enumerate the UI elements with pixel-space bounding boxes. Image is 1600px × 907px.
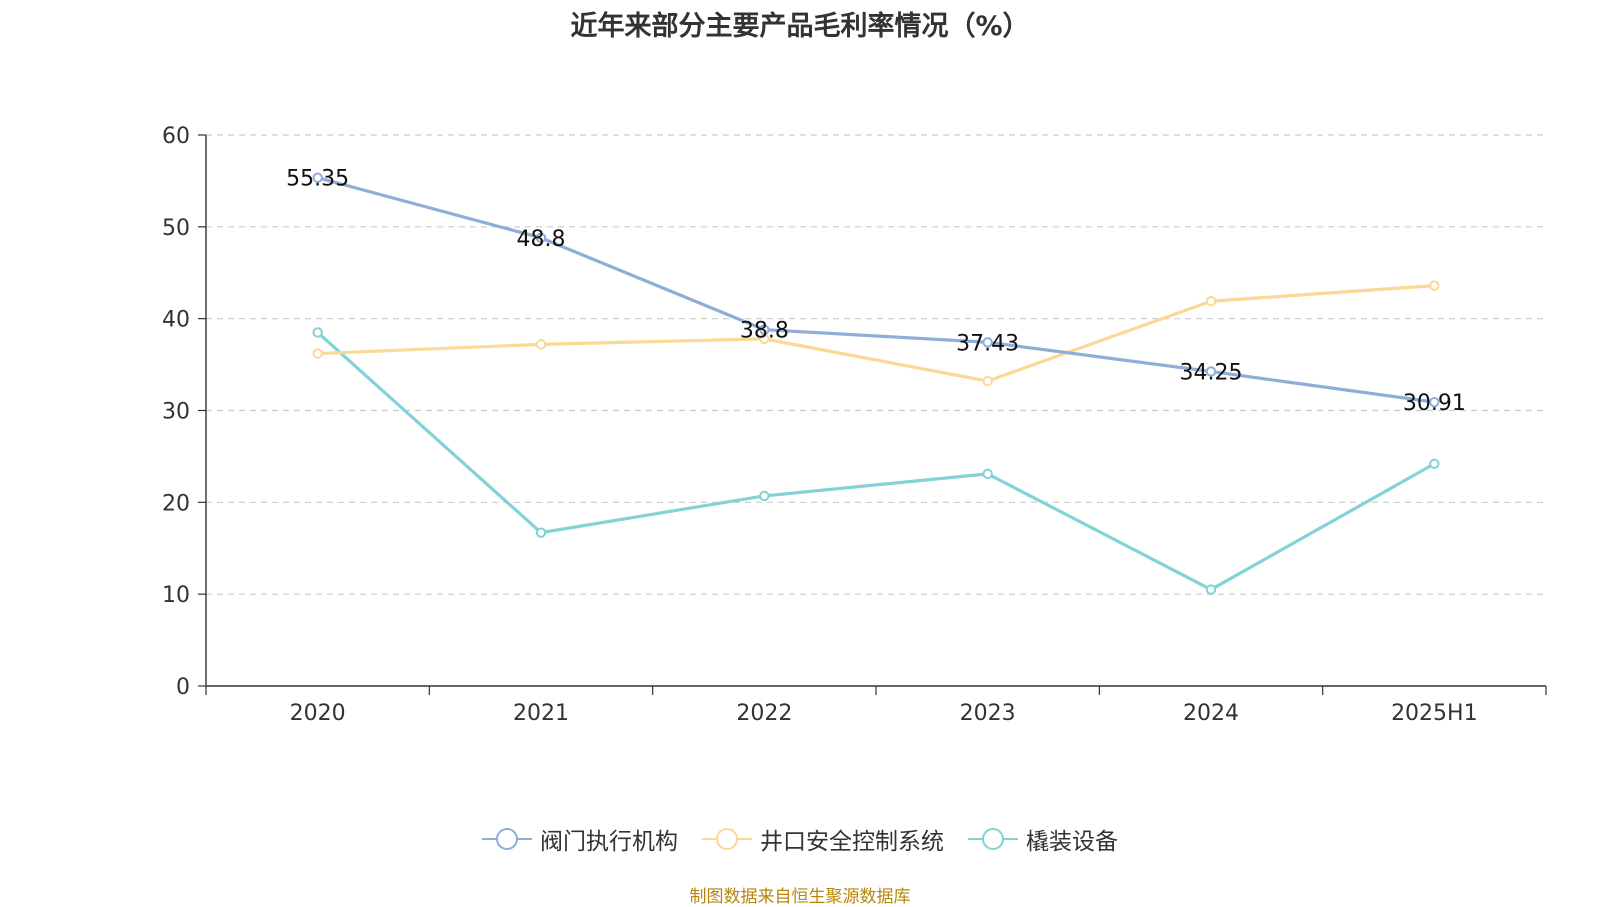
y-tick-label: 50 [162,216,190,241]
y-tick-label: 40 [162,308,190,333]
legend-label: 橇装设备 [1026,829,1118,855]
data-point [759,324,770,335]
series-line [317,284,1435,383]
series-line [317,176,1435,404]
data-point [312,327,323,338]
data-point [1429,458,1440,469]
legend-item-skid-equipment[interactable]: 橇装设备 [968,822,1118,856]
x-tick-label: 2022 [736,701,792,726]
x-tick-label: 2020 [290,701,346,726]
data-label: 48.8 [517,227,566,252]
legend-item-valve-actuator[interactable]: 阀门执行机构 [482,822,678,856]
data-label: 55.35 [286,167,349,192]
x-tick-label: 2021 [513,701,569,726]
legend-label: 井口安全控制系统 [760,829,944,855]
legend-label: 阀门执行机构 [540,829,678,855]
source-note: 制图数据来自恒生聚源数据库 [689,887,911,907]
data-point [535,339,547,350]
series-line [316,331,1436,592]
data-point [982,468,993,480]
series-lines [312,172,1440,595]
data-point [1429,396,1440,408]
data-label: 34.25 [1180,360,1243,385]
data-label: 30.91 [1403,391,1466,416]
x-tick-label: 2024 [1183,701,1239,726]
y-tick-label: 20 [162,491,190,516]
data-point [1205,366,1217,377]
legend: 阀门执行机构 井口安全控制系统 橇装设备 [0,822,1600,856]
data-label: 38.8 [740,319,789,344]
legend-line-circle-icon [702,828,752,850]
data-point [535,527,547,538]
legend-item-wellhead-safety[interactable]: 井口安全控制系统 [702,822,944,856]
y-tick-label: 60 [162,124,190,149]
legend-line-circle-icon [968,828,1018,850]
y-tick-label: 0 [176,675,190,700]
data-point [1429,280,1440,291]
gridlines [206,134,1546,595]
axes: 0 10 20 30 40 50 60 2020 2021 2022 2023 2024 2025H1 [162,124,1547,726]
data-point [312,172,323,183]
data-point [759,490,770,502]
chart-title: 近年来部分主要产品毛利率情况（%） [570,11,1030,42]
data-point [312,348,323,359]
y-tick-label: 30 [162,400,190,425]
data-labels: 55.35 48.8 38.8 37.43 34.25 30.91 [286,167,1466,416]
y-tick-label: 10 [162,583,190,608]
x-tick-label: 2023 [960,701,1016,726]
legend-line-circle-icon [482,828,532,850]
x-tick-label: 2025H1 [1391,701,1478,726]
data-label: 37.43 [956,331,1019,356]
data-point [982,375,993,387]
data-point [1205,584,1217,595]
data-point [535,232,547,244]
data-point [1205,296,1217,307]
data-point [982,337,993,348]
